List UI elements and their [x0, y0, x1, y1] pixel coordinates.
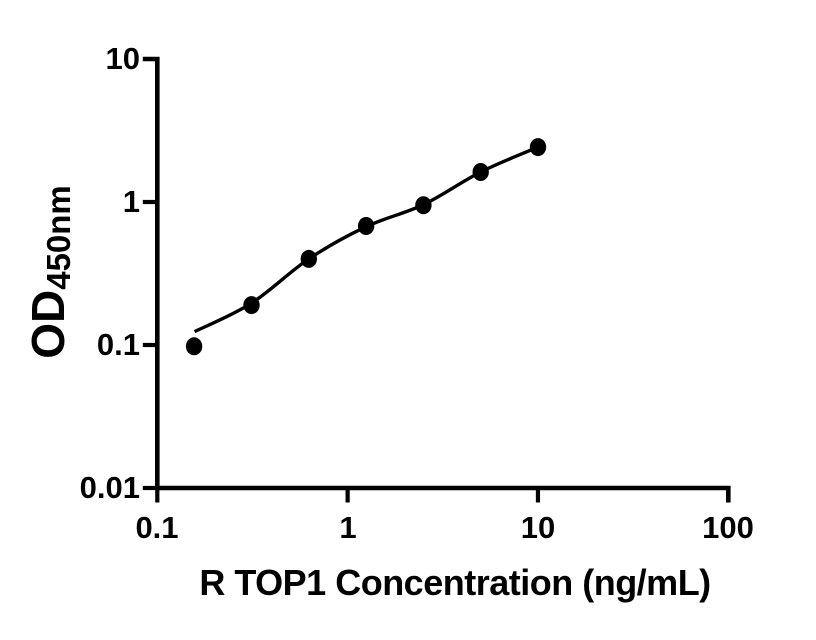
axis-spine	[142, 56, 731, 503]
data-point-marker	[357, 217, 375, 235]
data-point-marker	[185, 337, 203, 356]
x-axis-tick-label: 0.1	[135, 510, 179, 545]
y-axis-title-subscript: 450nm	[40, 185, 77, 290]
data-point-marker	[472, 163, 489, 181]
data-point-marker	[529, 138, 547, 157]
y-axis-title-main: OD	[22, 289, 74, 359]
y-axis-tick-label: 0.01	[79, 470, 140, 505]
y-axis-tick-label: 10	[105, 41, 140, 76]
data-point-marker	[300, 249, 317, 268]
x-axis-tick-label: 1	[339, 510, 357, 545]
y-axis-tick-label: 1	[122, 184, 140, 219]
data-point-marker	[243, 296, 260, 315]
x-axis-title: R TOP1 Concentration (ng/mL)	[199, 562, 711, 603]
x-axis-tick-label: 100	[702, 510, 754, 545]
y-axis-tick-label: 0.1	[96, 327, 140, 362]
y-axis-title: OD450nm	[18, 182, 78, 362]
x-axis-tick-label: 10	[520, 510, 556, 545]
data-point-marker	[415, 196, 432, 215]
